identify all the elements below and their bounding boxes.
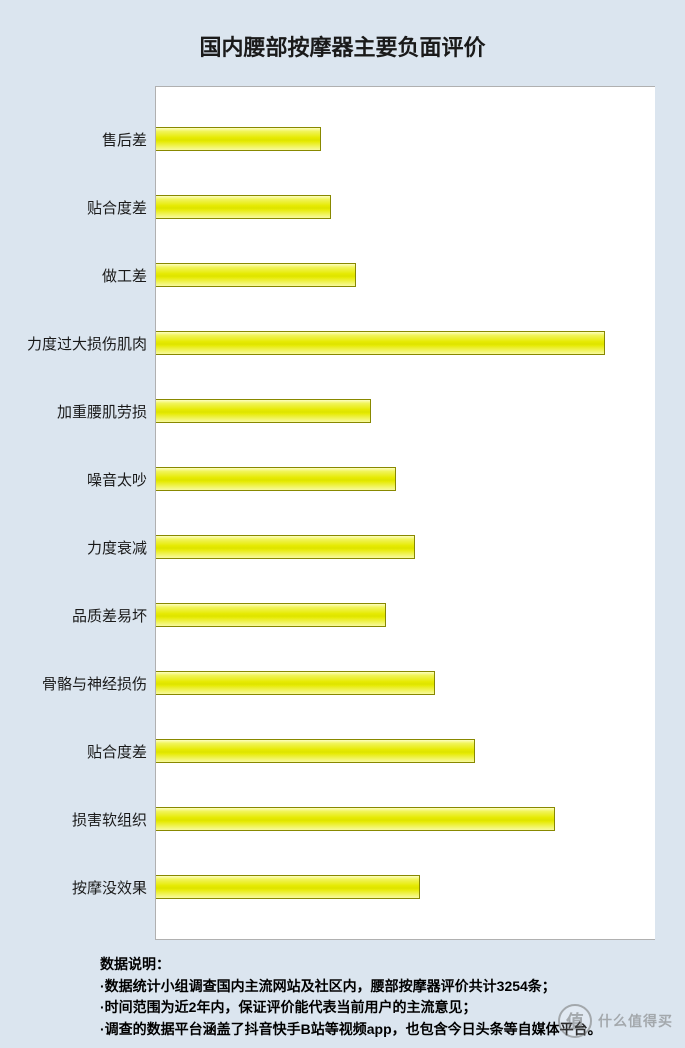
bar xyxy=(156,603,386,627)
chart-row: 加重腰肌劳损 xyxy=(156,377,655,445)
category-label: 损害软组织 xyxy=(0,809,147,830)
chart-row: 售后差 xyxy=(156,105,655,173)
bar xyxy=(156,263,356,287)
bar xyxy=(156,671,435,695)
bar-slot xyxy=(156,445,655,513)
footnotes-heading: 数据说明： xyxy=(100,954,685,976)
category-label: 按摩没效果 xyxy=(0,877,147,898)
bar-slot xyxy=(156,377,655,445)
chart-row: 贴合度差 xyxy=(156,717,655,785)
bar-slot xyxy=(156,173,655,241)
category-label: 售后差 xyxy=(0,129,147,150)
chart-row: 按摩没效果 xyxy=(156,853,655,921)
category-label: 力度过大损伤肌肉 xyxy=(0,333,147,354)
bar xyxy=(156,127,321,151)
category-label: 力度衰减 xyxy=(0,537,147,558)
category-label: 贴合度差 xyxy=(0,741,147,762)
watermark-badge-icon: 值 xyxy=(558,1004,592,1038)
category-label: 加重腰肌劳损 xyxy=(0,401,147,422)
chart-row: 贴合度差 xyxy=(156,173,655,241)
bar xyxy=(156,739,475,763)
category-label: 骨骼与神经损伤 xyxy=(0,673,147,694)
bar xyxy=(156,807,555,831)
footnote-line: ·数据统计小组调查国内主流网站及社区内，腰部按摩器评价共计3254条； xyxy=(100,976,685,998)
bar-slot xyxy=(156,105,655,173)
chart-row: 力度衰减 xyxy=(156,513,655,581)
bar xyxy=(156,467,396,491)
category-label: 做工差 xyxy=(0,265,147,286)
bar-slot xyxy=(156,853,655,921)
chart-row: 品质差易坏 xyxy=(156,581,655,649)
chart-title: 国内腰部按摩器主要负面评价 xyxy=(0,0,685,86)
category-label: 品质差易坏 xyxy=(0,605,147,626)
chart-row: 骨骼与神经损伤 xyxy=(156,649,655,717)
category-label: 贴合度差 xyxy=(0,197,147,218)
bar-slot xyxy=(156,241,655,309)
bar xyxy=(156,195,331,219)
bar-slot xyxy=(156,581,655,649)
bar-slot xyxy=(156,785,655,853)
bar-slot xyxy=(156,309,655,377)
bar xyxy=(156,331,605,355)
chart-row: 力度过大损伤肌肉 xyxy=(156,309,655,377)
bar xyxy=(156,535,415,559)
watermark: 值 什么值得买 xyxy=(558,1004,673,1038)
chart-row: 做工差 xyxy=(156,241,655,309)
bar-slot xyxy=(156,717,655,785)
bar xyxy=(156,399,371,423)
category-label: 噪音太吵 xyxy=(0,469,147,490)
bar-slot xyxy=(156,649,655,717)
chart-plot-area: 售后差贴合度差做工差力度过大损伤肌肉加重腰肌劳损噪音太吵力度衰减品质差易坏骨骼与… xyxy=(155,86,655,940)
bar xyxy=(156,875,420,899)
watermark-text: 什么值得买 xyxy=(598,1011,673,1031)
chart-row: 损害软组织 xyxy=(156,785,655,853)
chart-row: 噪音太吵 xyxy=(156,445,655,513)
bar-slot xyxy=(156,513,655,581)
